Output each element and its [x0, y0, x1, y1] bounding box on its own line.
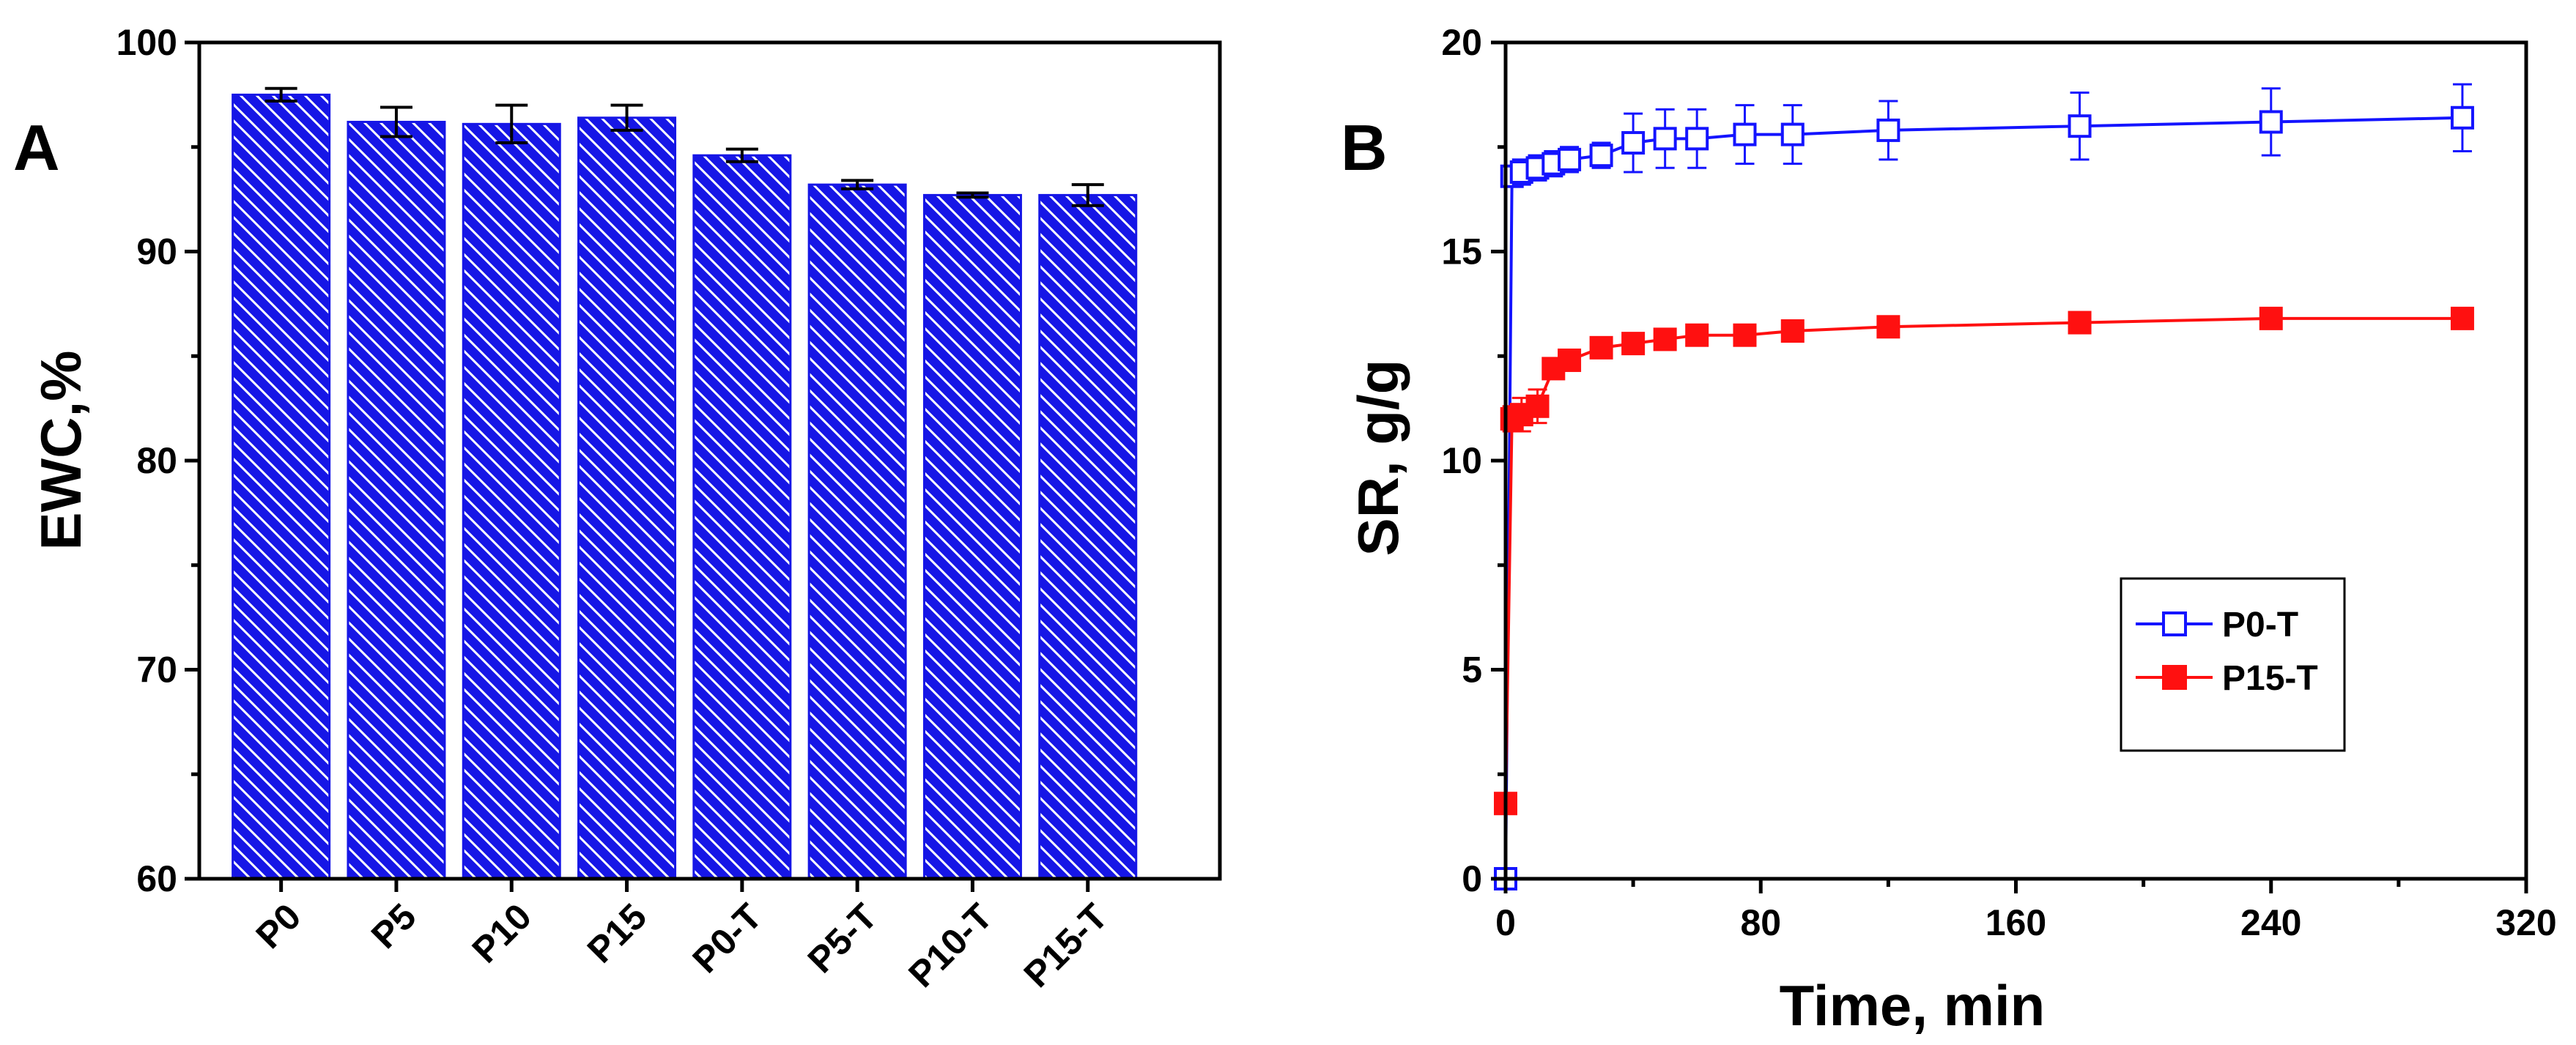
bar-p10-t	[922, 193, 1022, 880]
data-point-p15-t	[1653, 327, 1677, 352]
error-bar-p15	[610, 103, 643, 132]
error-bar-p15-t	[1071, 183, 1104, 207]
x-tick-label-80: 80	[1740, 902, 1781, 943]
panel-b-line-chart: B SR, g/g Time, min 0 5 10 15 20 0 80 160 240 32…	[1341, 22, 2557, 1038]
data-point-p0-t	[1653, 127, 1677, 151]
data-point-p15-t	[1558, 348, 1582, 372]
panel-b-label: B	[1341, 111, 1388, 184]
error-bar-p5-t	[841, 179, 874, 190]
data-point-p0-t	[1685, 127, 1709, 151]
series-p15-t	[1494, 306, 2474, 816]
y-axis-title: SR, g/g	[1346, 360, 1410, 557]
legend-label-p15-t: P15-T	[2222, 659, 2318, 698]
data-point-p0-t	[1733, 122, 1757, 146]
y-tick-label-10: 10	[1441, 440, 1482, 481]
data-point-p15-t	[1780, 319, 1805, 343]
x-tick-label-p10-t: P10-T	[900, 896, 1000, 995]
x-axis-title: Time, min	[1780, 973, 2046, 1038]
y-tick-label-20: 20	[1441, 22, 1482, 63]
data-point-p15-t	[1589, 335, 1613, 360]
data-point-p15-t	[2068, 310, 2092, 335]
data-point-p0-t	[1589, 144, 1613, 168]
series	[1494, 83, 2474, 890]
data-point-p15-t	[1876, 315, 1900, 339]
legend-marker-p0-t	[2162, 611, 2187, 636]
y-axis-ticks: 60 70 80 90 100	[116, 22, 199, 899]
bar-p10	[462, 122, 561, 880]
y-axis-title: EWC,%	[29, 351, 93, 551]
data-point-p0-t	[1780, 122, 1805, 146]
data-point-p0-t	[2068, 114, 2092, 138]
y-tick-label-80: 80	[136, 440, 177, 481]
x-tick-label-p15-t: P15-T	[1016, 896, 1116, 995]
y-tick-label-60: 60	[136, 858, 177, 899]
bars	[232, 93, 1138, 880]
data-point-p15-t	[1621, 332, 1646, 356]
bar-p15	[577, 116, 677, 880]
data-point-p0-t	[1876, 118, 1900, 142]
series-line-p0-t	[1504, 116, 2462, 879]
bar-p5-t	[807, 183, 907, 880]
data-point-p15-t	[1733, 323, 1757, 347]
data-point-p15-t	[1685, 323, 1709, 347]
error-bars	[264, 86, 1104, 207]
data-point-p0-t	[2450, 105, 2474, 130]
legend-marker-p15-t	[2162, 665, 2187, 690]
error-bar-p5	[380, 105, 412, 138]
bar-p0	[232, 93, 331, 880]
x-tick-label-160: 160	[1985, 902, 2046, 943]
data-point-p0-t	[1558, 147, 1582, 171]
error-bar-p0-t	[725, 147, 758, 163]
error-bar-p10	[495, 103, 528, 145]
legend: P0-T P15-T	[2120, 577, 2346, 752]
y-tick-label-15: 15	[1441, 231, 1482, 272]
y-tick-label-70: 70	[136, 650, 177, 691]
x-tick-label-240: 240	[2240, 902, 2301, 943]
x-tick-label-p10: P10	[465, 896, 540, 971]
error-bar-p10-t	[956, 191, 989, 199]
legend-box	[2120, 577, 2346, 752]
x-tick-label-p0-t: P0-T	[684, 896, 769, 981]
x-axis-ticks: 0 80 160 240 320	[1495, 879, 2557, 943]
x-axis-ticks: P0 P5 P10 P15 P0-T P5-T P10-T P15-T	[248, 879, 1116, 995]
x-tick-label-320: 320	[2495, 902, 2556, 943]
data-point-p0-t	[1621, 131, 1646, 155]
data-point-p15-t	[2259, 306, 2283, 330]
y-tick-label-100: 100	[116, 22, 177, 63]
data-point-p15-t	[1525, 394, 1550, 418]
legend-label-p0-t: P0-T	[2222, 606, 2298, 644]
y-tick-label-90: 90	[136, 231, 177, 272]
y-tick-label-0: 0	[1462, 858, 1482, 899]
data-point-p0-t	[2259, 110, 2283, 134]
bar-p5	[347, 120, 446, 880]
panel-a-label: A	[13, 111, 60, 184]
bar-p0-t	[692, 154, 792, 880]
y-axis-ticks: 0 5 10 15 20	[1441, 22, 1506, 899]
x-tick-label-p0: P0	[248, 896, 309, 956]
series-p0-t	[1494, 83, 2474, 890]
data-point-p15-t	[2450, 306, 2474, 330]
x-tick-label-p5: P5	[363, 896, 424, 956]
error-bar-p0	[264, 86, 297, 103]
x-tick-label-p5-t: P5-T	[800, 896, 885, 981]
y-tick-label-5: 5	[1462, 650, 1482, 691]
x-tick-label-p15: P15	[580, 896, 655, 971]
bar-p15-t	[1038, 193, 1138, 880]
x-tick-label-0: 0	[1495, 902, 1516, 943]
